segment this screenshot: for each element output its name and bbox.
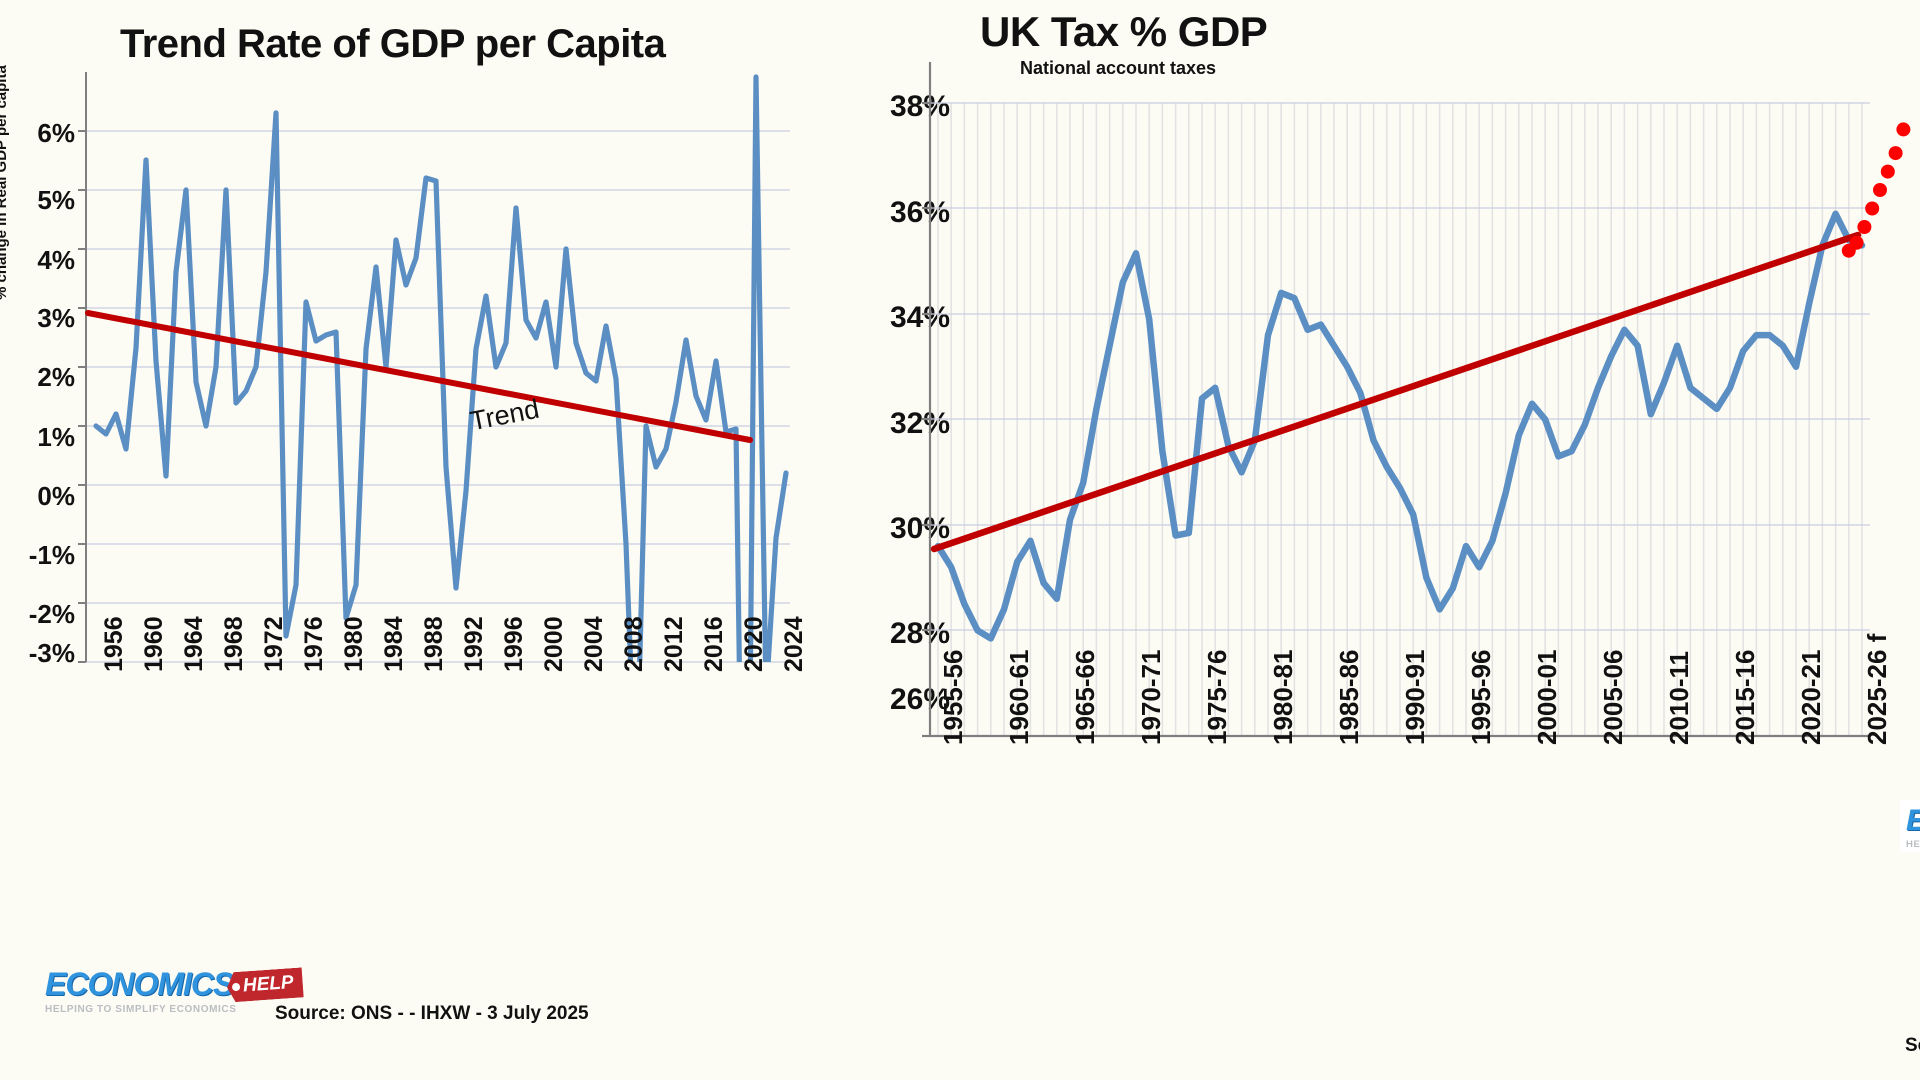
right-xtick-1955-56: 1955-56	[938, 649, 968, 745]
right-ytick-34: 34%	[889, 301, 950, 334]
right-xtick-1965-66: 1965-66	[1070, 649, 1100, 745]
right-chart-panel: UK Tax % GDP National account taxes 38% …	[860, 0, 1920, 1080]
right-xtick-2010-11: 2010-11	[1664, 651, 1694, 745]
left-chart-panel: Trend Rate of GDP per Capita % change in…	[0, 0, 860, 1080]
left-xtick-1980: 1980	[340, 616, 368, 672]
right-ytick-36: 36%	[889, 196, 950, 229]
left-xtick-2012: 2012	[660, 616, 688, 672]
right-y-axis	[922, 62, 1870, 738]
left-ytick-0: 0%	[37, 481, 75, 511]
right-xtick-1970-71: 1970-71	[1136, 649, 1166, 745]
left-xtick-1996: 1996	[500, 616, 528, 672]
left-y-axis	[78, 72, 87, 663]
economics-help-logo: ECONOMICS HELP HELPING TO SIMPLIFY ECONO…	[45, 966, 303, 1015]
left-xtick-2020: 2020	[740, 616, 768, 672]
left-plot-area	[78, 72, 790, 663]
right-source-text: Source: OBR - Tax PSF databank Mar 2025	[1905, 1035, 1920, 1056]
left-xtick-2016: 2016	[700, 616, 728, 672]
logo-wordmark: ECONOMICS	[1906, 804, 1920, 838]
left-ytick-5: 5%	[37, 185, 75, 215]
right-xtick-1960-61: 1960-61	[1004, 649, 1034, 745]
right-ytick-38: 38%	[889, 90, 950, 123]
left-ytick-neg1: -1%	[28, 540, 75, 570]
right-ytick-30: 30%	[889, 512, 950, 545]
left-ytick-6: 6%	[37, 118, 75, 148]
left-trend-line	[85, 310, 753, 443]
right-gridlines	[930, 102, 1870, 631]
right-plot-area	[922, 62, 1911, 738]
logo-wordmark: ECONOMICS	[45, 966, 234, 1002]
left-xtick-1984: 1984	[380, 616, 408, 672]
left-xtick-1992: 1992	[460, 616, 488, 672]
left-ytick-3: 3%	[37, 303, 75, 333]
right-ytick-28: 28%	[889, 617, 950, 650]
left-xtick-1968: 1968	[220, 616, 248, 672]
left-xtick-2024: 2024	[780, 616, 808, 672]
right-trend-line	[930, 231, 1862, 553]
left-chart-title: Trend Rate of GDP per Capita	[120, 22, 666, 66]
right-xtick-1990-91: 1990-91	[1400, 649, 1430, 745]
right-xtick-1975-76: 1975-76	[1202, 649, 1232, 745]
left-xtick-1976: 1976	[300, 616, 328, 672]
logo-tagline: HELPING TO SIMPLIFY ECONOMICS	[1906, 839, 1920, 850]
right-xtick-2000-01: 2000-01	[1532, 649, 1562, 745]
economics-help-logo-right: ECONOMICS HELP HELPING TO SIMPLIFY ECONO…	[1900, 800, 1920, 852]
left-xtick-2004: 2004	[580, 616, 608, 672]
right-xtick-2005-06: 2005-06	[1598, 649, 1628, 745]
logo-help-text: HELP	[242, 971, 295, 996]
right-xtick-2020-21: 2020-21	[1796, 649, 1826, 745]
left-ytick-1: 1%	[37, 422, 75, 452]
left-ytick-neg2: -2%	[28, 599, 75, 629]
left-source-text: Source: ONS - - IHXW - 3 July 2025	[275, 1003, 589, 1024]
left-ytick-neg3: -3%	[28, 638, 75, 668]
left-xtick-2008: 2008	[620, 616, 648, 672]
right-series-tax-line	[934, 210, 1866, 642]
right-xtick-1985-86: 1985-86	[1334, 649, 1364, 745]
left-xtick-2000: 2000	[540, 616, 568, 672]
right-ytick-26: 26%	[889, 683, 950, 716]
right-ytick-32: 32%	[889, 407, 950, 440]
logo-help-tag: HELP	[226, 967, 304, 1002]
logo-tagline: HELPING TO SIMPLIFY ECONOMICS	[45, 1004, 237, 1015]
right-xtick-1995-96: 1995-96	[1466, 649, 1496, 745]
left-xtick-1988: 1988	[420, 616, 448, 672]
right-chart-title: UK Tax % GDP	[980, 8, 1268, 55]
right-xtick-2025-26: 2025-26 f	[1862, 633, 1892, 745]
logo-dot-icon	[232, 982, 241, 991]
right-chart-subtitle: National account taxes	[1020, 58, 1217, 78]
left-xtick-1964: 1964	[180, 616, 208, 672]
right-xtick-1980-81: 1980-81	[1268, 649, 1298, 745]
left-ytick-2: 2%	[37, 362, 75, 392]
left-xtick-1960: 1960	[140, 616, 168, 672]
right-xtick-2015-16: 2015-16	[1730, 649, 1760, 745]
left-ytick-4: 4%	[37, 245, 75, 275]
left-xtick-1972: 1972	[260, 616, 288, 672]
left-xtick-1956: 1956	[100, 616, 128, 672]
left-series-gdp-line	[93, 74, 789, 662]
right-forecast-dots	[1841, 122, 1911, 258]
